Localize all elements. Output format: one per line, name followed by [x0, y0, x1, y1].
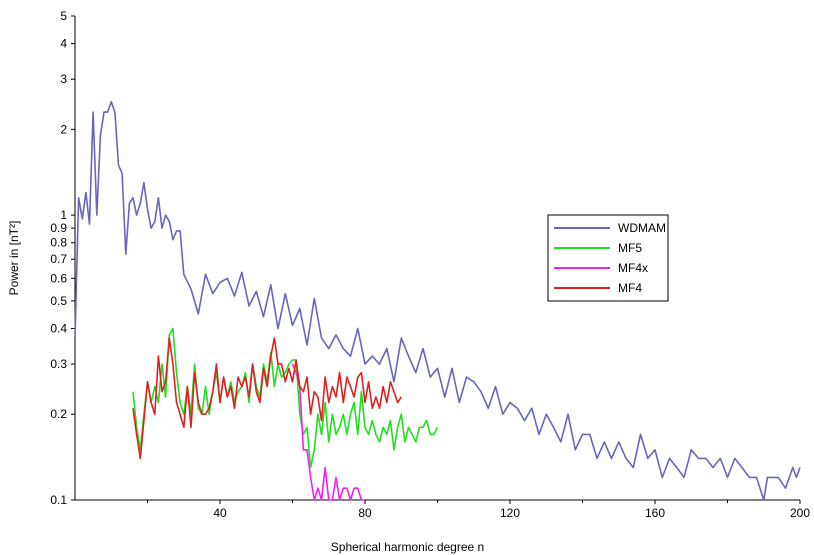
y-tick-label: 0.6 [50, 271, 67, 285]
y-tick-label: 0.4 [50, 321, 67, 335]
x-tick-label: 200 [790, 506, 810, 520]
y-tick-label: 1 [60, 208, 67, 222]
y-tick-label: 0.8 [50, 236, 67, 250]
legend-label-mf5: MF5 [618, 241, 642, 255]
y-tick-label: 2 [60, 122, 67, 136]
x-tick-label: 160 [645, 506, 665, 520]
legend-label-mf4: MF4 [618, 281, 642, 295]
legend-box [547, 214, 669, 302]
series-line-mf4x [291, 363, 365, 501]
x-tick-label: 80 [358, 506, 372, 520]
y-tick-label: 5 [60, 9, 67, 23]
x-tick-label: 40 [213, 506, 227, 520]
series-layer [74, 101, 801, 501]
y-tick-label: 0.7 [50, 252, 67, 266]
x-axis-title: Spherical harmonic degree n [331, 540, 484, 554]
series-line-mf5 [132, 327, 439, 469]
axes: 0.1 0.2 0.3 0.4 0.5 0.6 0.7 0.80.91 2 3 4 5 40 80 120 1… [50, 9, 810, 520]
series-line-wdmam [74, 101, 801, 501]
legend: WDMAM MF5 MF4x MF4 [547, 214, 669, 302]
y-tick-label: 0.5 [50, 294, 67, 308]
y-axis-title: Power in [nT²] [7, 221, 21, 296]
y-tick-label: 0.3 [50, 357, 67, 371]
x-tick-label: 120 [500, 506, 520, 520]
y-tick-label: 0.2 [50, 407, 67, 421]
legend-label-mf4x: MF4x [618, 261, 648, 275]
y-tick-label: 4 [60, 37, 67, 51]
y-tick-label: 0.1 [50, 493, 67, 507]
y-tick-label: 0.9 [50, 221, 67, 235]
legend-label-wdmam: WDMAM [618, 221, 666, 235]
series-line-mf4 [132, 337, 402, 460]
y-tick-label: 3 [60, 72, 67, 86]
